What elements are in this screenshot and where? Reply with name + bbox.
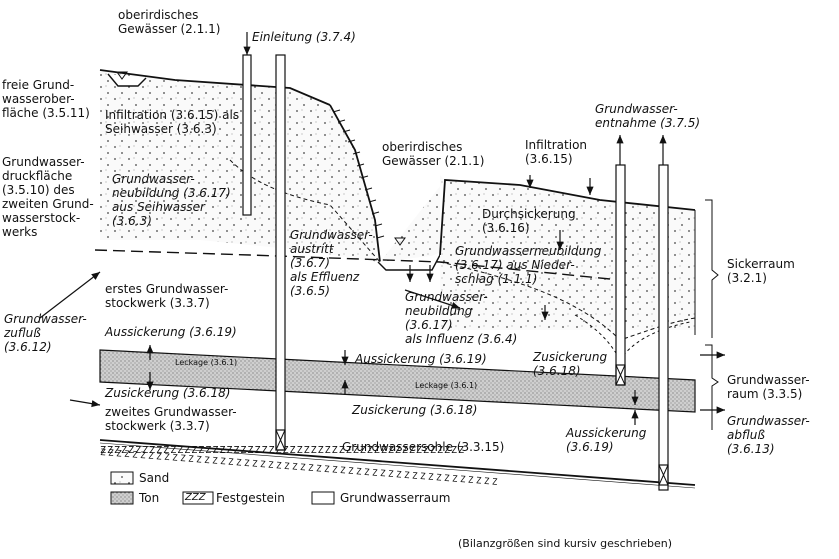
label-aussickerung-3: Aussickerung (3.6.19) xyxy=(566,426,647,454)
pond-left xyxy=(107,73,147,87)
label-infiltration-2: Infiltration (3.6.15) xyxy=(525,138,588,166)
sand-body-right xyxy=(440,180,695,330)
label-leckage-1: Leckage (3.6.1) xyxy=(175,358,238,367)
label-gw-zufluss: Grundwasser- zufluß (3.6.12) xyxy=(4,312,87,354)
label-neubildung-seih: Grundwasser- neubildung (3.6.17) aus Sei… xyxy=(112,172,231,228)
piezometric-surface xyxy=(94,249,621,281)
legend-gwraum-label: Grundwasserraum xyxy=(340,491,451,505)
label-gw-entnahme: Grundwasser- entnahme (3.7.5) xyxy=(595,102,701,130)
ground-surface-left xyxy=(99,69,331,106)
free-gw-surface xyxy=(229,159,381,263)
label-einleitung: Einleitung (3.7.4) xyxy=(252,30,356,44)
label-gw-abfluss: Grundwasser- abfluß (3.6.13) xyxy=(727,414,810,456)
well-left-short xyxy=(242,54,252,216)
slope-left xyxy=(329,104,381,263)
gw-raum-bracket xyxy=(705,344,719,430)
legend-sand-label: Sand xyxy=(139,471,170,485)
label-aussickerung-1: Aussickerung (3.6.19) xyxy=(105,325,237,339)
label-infiltration-seih: Infiltration (3.6.15) als Seihwasser (3.… xyxy=(105,108,240,136)
label-gw-sohle: Grundwassersohle (3.3.15) xyxy=(342,440,505,454)
label-aussickerung-2: Aussickerung (3.6.19) xyxy=(355,352,487,366)
label-leckage-2: Leckage (3.6.1) xyxy=(415,381,478,390)
label-freie-gw: freie Grund- wasserober- fläche (3.5.11) xyxy=(2,78,90,120)
well-right-long xyxy=(658,164,669,491)
river-middle xyxy=(380,175,445,262)
sand-body-left xyxy=(100,70,380,262)
label-gw-raum: Grundwasser- raum (3.3.5) xyxy=(727,373,810,401)
aquifer-sole xyxy=(99,439,696,486)
legend-sand-swatch xyxy=(110,471,134,485)
label-zusickerung-1: Zusickerung (3.6.18) xyxy=(533,350,608,378)
label-sickerraum: Sickerraum (3.2.1) xyxy=(727,257,795,285)
well-left-long xyxy=(275,54,286,451)
label-zusickerung-3: Zusickerung (3.6.18) xyxy=(352,403,478,417)
sickerraum-bracket xyxy=(705,199,719,338)
legend-ton-label: Ton xyxy=(139,491,160,505)
label-zusickerung-2: Zusickerung (3.6.18) xyxy=(105,386,231,400)
legend-ton-swatch xyxy=(110,491,134,505)
label-gw-austritt: Grundwasser- austritt (3.6.7) als Efflue… xyxy=(290,228,373,298)
label-ob-gewaesser-2: oberirdisches Gewässer (2.1.1) xyxy=(382,140,485,168)
label-neubildung-influenz: Grundwasser- neubildung (3.6.17) als Inf… xyxy=(405,290,518,346)
label-gw-druckflaeche: Grundwasser- druckfläche (3.5.10) des zw… xyxy=(2,155,94,239)
label-zweites-stock: zweites Grundwasser- stockwerk (3.3.7) xyxy=(105,405,237,433)
legend-gwraum-swatch xyxy=(311,491,335,505)
label-neubildung-nieder: Grundwasserneubildung (3.6.17) aus Niede… xyxy=(455,244,602,286)
legend-festgestein-label: Festgestein xyxy=(216,491,285,505)
well-right-short xyxy=(615,164,626,386)
label-durchsickerung: Durchsickerung (3.6.16) xyxy=(482,207,576,235)
footnote: (Bilanzgrößen sind kursiv geschrieben) xyxy=(458,537,673,550)
label-ob-gewaesser-1: oberirdisches Gewässer (2.1.1) xyxy=(118,8,221,36)
legend-fest-symbol: ZZZ xyxy=(185,492,206,503)
clay-layer xyxy=(99,349,696,413)
ground-surface-right xyxy=(439,179,696,256)
label-erstes-stock: erstes Grundwasser- stockwerk (3.3.7) xyxy=(105,282,229,310)
legend-fest-swatch xyxy=(182,491,214,505)
